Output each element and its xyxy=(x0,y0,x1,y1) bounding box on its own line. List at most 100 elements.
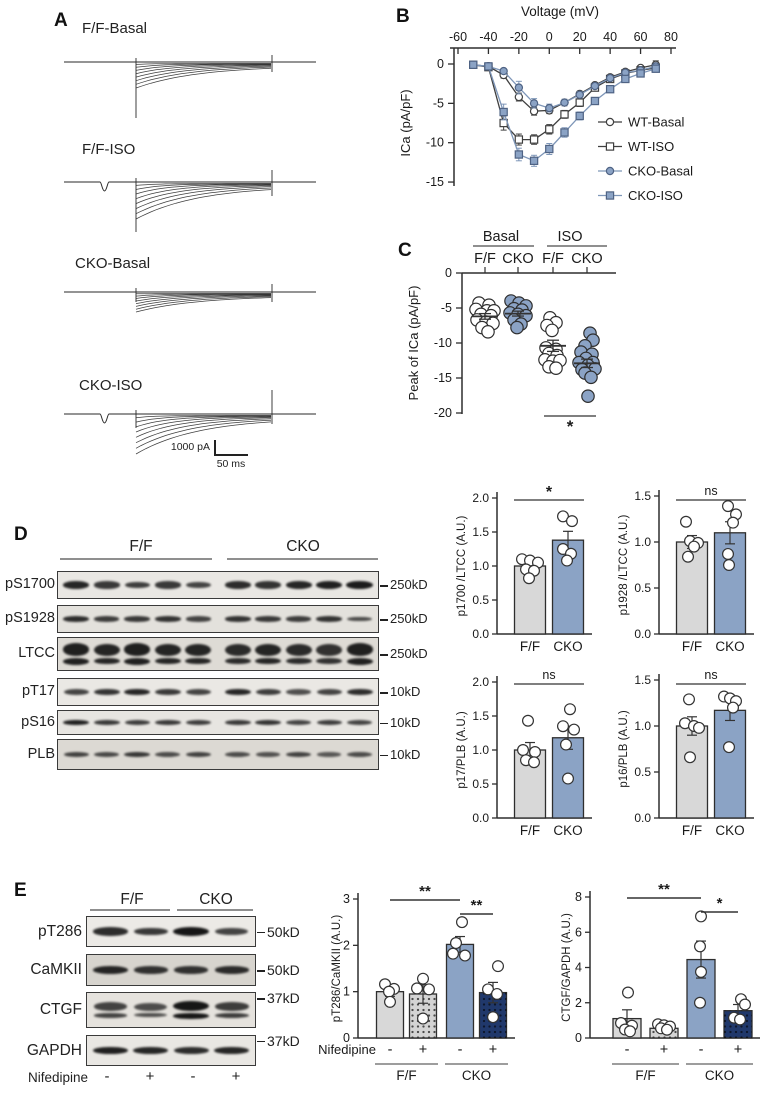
blot-lane xyxy=(61,689,92,695)
marker-label: 50kD xyxy=(267,923,300,940)
trace-label-ff-iso: F/F-ISO xyxy=(82,141,136,158)
blot-pS1928 xyxy=(57,605,379,633)
blot-lane xyxy=(284,581,315,589)
svg-text:p1700 /LTCC (A.U.): p1700 /LTCC (A.U.) xyxy=(456,515,468,616)
blot-pT286 xyxy=(86,916,256,947)
blot-lane xyxy=(183,689,214,695)
blot-lane xyxy=(92,752,123,757)
blot-lane xyxy=(122,581,153,589)
svg-text:-: - xyxy=(625,1042,630,1058)
blot-lane xyxy=(253,643,284,665)
panel-c-label: C xyxy=(398,240,412,261)
blot-pS1700 xyxy=(57,571,379,599)
marker-label: 37kD xyxy=(267,990,300,1006)
svg-text:WT-ISO: WT-ISO xyxy=(628,139,674,154)
blot-pS16 xyxy=(57,710,379,735)
blot-lane xyxy=(153,581,184,589)
blot-lane xyxy=(122,643,153,665)
svg-text:+: + xyxy=(489,1042,497,1058)
bar-chart-p1700-ltcc: 0.0 0.5 1.0 1.5 2.0 p1700 /LTCC (A.U.) F/F CKO * xyxy=(456,484,592,654)
svg-text:-10: -10 xyxy=(434,336,452,350)
svg-text:8: 8 xyxy=(575,890,582,904)
svg-text:ICa (pA/pF): ICa (pA/pF) xyxy=(398,89,413,156)
blot-lane xyxy=(223,688,254,696)
svg-text:-5: -5 xyxy=(433,96,444,110)
marker-label: 250kD xyxy=(390,646,428,661)
nifedipine-sign-3: - xyxy=(190,1068,196,1085)
marker-label: 250kD xyxy=(390,611,428,626)
svg-text:**: ** xyxy=(419,883,431,900)
svg-text:1: 1 xyxy=(343,985,350,999)
svg-text:p17/PLB (A.U.): p17/PLB (A.U.) xyxy=(456,711,468,789)
svg-text:-40: -40 xyxy=(479,30,497,44)
svg-text:1.0: 1.0 xyxy=(634,719,651,733)
blot-lane xyxy=(284,719,315,726)
marker-label: 10kD xyxy=(390,714,421,730)
blot-lane xyxy=(131,966,172,974)
blot-label-GAPDH: GAPDH xyxy=(26,1041,82,1059)
svg-text:-5: -5 xyxy=(441,301,452,315)
blot-lane xyxy=(212,927,253,936)
panel-d-group-ff: F/F xyxy=(129,538,153,555)
blot-lane xyxy=(92,688,123,696)
blot-lane xyxy=(90,1046,131,1055)
svg-text:ns: ns xyxy=(704,668,717,682)
svg-text:F/F: F/F xyxy=(542,251,564,267)
scalebar-current-label: 1000 pA xyxy=(170,441,210,453)
panel-d-label: D xyxy=(14,524,28,545)
blot-lane xyxy=(122,719,153,726)
panel-e-group-cko-line xyxy=(177,909,253,911)
svg-text:Voltage (mV): Voltage (mV) xyxy=(521,4,599,19)
blot-lane xyxy=(223,581,254,589)
svg-text:pT286/CaMKII (A.U.): pT286/CaMKII (A.U.) xyxy=(331,915,343,1023)
blot-PLB xyxy=(57,739,379,770)
svg-text:Peak of ICa (pA/pF): Peak of ICa (pA/pF) xyxy=(406,286,421,401)
blot-label-pS1928: pS1928 xyxy=(5,610,55,626)
blot-label-PLB: PLB xyxy=(27,745,55,762)
svg-text:**: ** xyxy=(471,897,483,914)
svg-text:-: - xyxy=(458,1042,463,1058)
svg-text:2: 2 xyxy=(575,996,582,1010)
svg-text:CTGF/GAPDH (A.U.): CTGF/GAPDH (A.U.) xyxy=(561,913,573,1022)
trace-label-cko-basal: CKO-Basal xyxy=(75,255,151,272)
panel-e-group-ff: F/F xyxy=(120,891,144,908)
svg-text:+: + xyxy=(660,1042,668,1058)
blot-lane xyxy=(122,751,153,758)
blot-label-pS16: pS16 xyxy=(21,713,55,730)
svg-text:+: + xyxy=(734,1042,742,1058)
blot-lane xyxy=(171,1046,212,1055)
current-trace-ff-iso xyxy=(64,170,316,232)
blot-lane xyxy=(171,966,212,974)
blot-label-pS1700: pS1700 xyxy=(5,576,55,592)
svg-text:ns: ns xyxy=(542,668,555,682)
blot-label-LTCC: LTCC xyxy=(18,645,55,661)
blot-lane xyxy=(284,616,315,622)
svg-text:2.0: 2.0 xyxy=(472,675,489,689)
marker-tick xyxy=(380,754,388,756)
blot-label-CaMKII: CaMKII xyxy=(30,961,82,978)
marker-tick xyxy=(380,692,388,694)
blot-lane xyxy=(345,616,376,622)
svg-text:F/F: F/F xyxy=(520,823,540,838)
blot-LTCC xyxy=(57,637,379,671)
current-trace-cko-basal xyxy=(64,284,316,313)
blot-lane xyxy=(345,581,376,589)
svg-text:WT-Basal: WT-Basal xyxy=(628,115,684,130)
svg-text:2.0: 2.0 xyxy=(472,491,489,505)
svg-text:40: 40 xyxy=(603,30,617,44)
blot-lane xyxy=(253,616,284,622)
marker-tick xyxy=(380,722,388,724)
blot-lane xyxy=(314,719,345,726)
svg-text:6: 6 xyxy=(575,925,582,939)
svg-text:F/F: F/F xyxy=(396,1068,416,1083)
svg-text:*: * xyxy=(717,895,723,912)
blot-lane xyxy=(345,688,376,696)
svg-text:80: 80 xyxy=(664,30,678,44)
nifedipine-label: Nifedipine xyxy=(28,1070,89,1085)
panel-e-group-cko: CKO xyxy=(199,891,233,908)
svg-text:0: 0 xyxy=(575,1031,582,1045)
blot-lane xyxy=(345,752,376,757)
svg-text:F/F: F/F xyxy=(682,823,702,838)
blot-lane xyxy=(345,643,376,665)
iv-curve-chart: Voltage (mV) -60 -40 -20 0 20 40 60 80 0 -5 -10 -15 I… xyxy=(398,4,693,203)
